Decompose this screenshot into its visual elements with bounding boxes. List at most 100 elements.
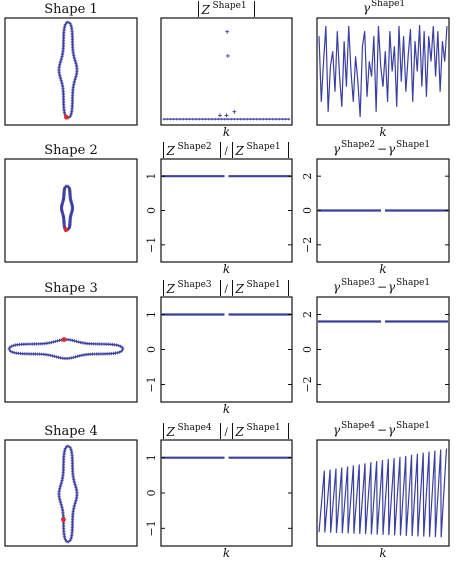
- spectrum-point: [265, 117, 268, 121]
- start-point-marker-1: [64, 114, 69, 120]
- spectrum-point: [188, 117, 191, 121]
- spectrum-point: [249, 117, 252, 121]
- magnitude-title-1: Z Shape1: [198, 1, 255, 17]
- phase-ytick-label: 0: [301, 207, 314, 214]
- start-point-marker-4: [61, 517, 66, 522]
- magnitude-title-4: Z Shape4/Z Shape1: [163, 423, 289, 439]
- phase-title-3: γ Shape3− γ Shape1: [333, 278, 430, 294]
- magnitude-title-numerator: Shape3: [178, 280, 212, 290]
- slash-symbol: /: [225, 427, 229, 438]
- spectrum-point: [181, 117, 185, 121]
- phase-ytick-label: 2: [301, 311, 314, 318]
- magnitude-ytick-label: 1: [145, 311, 158, 318]
- spectrum-point: [268, 117, 271, 121]
- phase-title-superscript-a: Shape2: [341, 140, 375, 150]
- spectrum-point: [226, 117, 230, 121]
- spectrum-point: [210, 117, 214, 121]
- z-symbol: Z: [166, 144, 176, 158]
- phase-xlabel-1: k: [379, 125, 386, 139]
- phase-title-superscript: Shape1: [371, 0, 405, 9]
- spectrum-point: [284, 117, 287, 121]
- panel-frame-r4-c1: [4, 439, 138, 547]
- shape-label-1: Shape 1: [44, 2, 97, 17]
- spectrum-point: [261, 117, 265, 121]
- magnitude-title-denominator: Shape1: [247, 423, 281, 433]
- phase-title-superscript-b: Shape1: [396, 421, 430, 431]
- magnitude-title-3: Z Shape3/Z Shape1: [163, 280, 289, 296]
- spectrum-point: [252, 117, 255, 121]
- panel-frame-r1-c1: [4, 17, 138, 126]
- panel-frame-r1-c2: [160, 17, 293, 126]
- gamma-symbol: γ: [333, 142, 341, 156]
- phase-ytick-label: 2: [301, 173, 314, 180]
- spectrum-point: [213, 117, 217, 121]
- panel-frame-r3-c3: [316, 296, 450, 403]
- magnitude-title-numerator: Shape2: [178, 142, 212, 152]
- magnitude-spectrum-1: [162, 29, 291, 121]
- spectrum-point: [191, 117, 195, 121]
- spectrum-point: [245, 117, 249, 121]
- shape-label-4: Shape 4: [44, 424, 97, 439]
- shape-outline-1: [57, 20, 79, 120]
- panel-frame-r3-c2: [160, 296, 293, 403]
- start-point-marker-3: [61, 337, 67, 342]
- spectrum-point: [242, 117, 246, 121]
- spectrum-point: [255, 117, 259, 121]
- panel-frame-r3-c1: [4, 296, 138, 403]
- z-symbol: Z: [235, 144, 245, 158]
- phase-ytick-label: −2: [301, 237, 314, 253]
- spectrum-point: [165, 117, 169, 121]
- spectrum-point: [178, 117, 182, 121]
- phase-title-superscript-a: Shape3: [341, 278, 375, 288]
- magnitude-ytick-label: 1: [145, 454, 158, 461]
- phase-sawtooth-line-4: [318, 448, 448, 538]
- magnitude-ytick-label: 1: [145, 173, 158, 180]
- magnitude-title-2: Z Shape2/Z Shape1: [163, 142, 289, 158]
- spectrum-point: [201, 117, 204, 121]
- slash-symbol: /: [225, 284, 229, 295]
- panel-frame-r4-c2: [160, 439, 293, 547]
- minus-symbol: −: [377, 423, 387, 437]
- slash-symbol: /: [225, 146, 229, 157]
- spectrum-point: [197, 117, 201, 121]
- spectrum-point: [239, 117, 243, 121]
- spectrum-point: [169, 117, 172, 121]
- spectrum-point: [274, 117, 278, 121]
- spectrum-point: [185, 117, 188, 121]
- spectrum-point: [217, 117, 220, 121]
- shape-outline-2: [59, 184, 75, 233]
- panel-frame-r4-c3: [316, 439, 450, 547]
- spectrum-point: [277, 117, 281, 121]
- phase-ytick-label: 0: [301, 346, 314, 353]
- shape-outline-4: [57, 444, 79, 544]
- phase-title-superscript-a: Shape4: [341, 421, 375, 431]
- shape-label-2: Shape 2: [44, 143, 97, 158]
- z-symbol: Z: [201, 3, 211, 17]
- spectrum-point: [271, 117, 275, 121]
- minus-symbol: −: [377, 280, 387, 294]
- phase-title-4: γ Shape4− γ Shape1: [333, 421, 430, 437]
- magnitude-ytick-label: −1: [145, 237, 158, 253]
- spectrum-point: [172, 117, 175, 121]
- magnitude-ytick-label: 0: [145, 490, 158, 497]
- panel-frame-r1-c3: [316, 17, 450, 126]
- phase-line-1: [318, 25, 448, 117]
- spectrum-outlier-4: [217, 113, 222, 118]
- magnitude-xlabel-3: k: [223, 402, 230, 416]
- magnitude-ytick-label: 0: [145, 207, 158, 214]
- spectrum-point: [258, 117, 262, 121]
- spectrum-point: [229, 117, 233, 121]
- panel-frame-r2-c1: [4, 158, 138, 263]
- gamma-symbol: γ: [363, 1, 371, 15]
- magnitude-xlabel-1: k: [223, 125, 230, 139]
- spectrum-point: [281, 117, 284, 121]
- gamma-symbol: γ: [333, 280, 341, 294]
- start-point-marker-2: [63, 227, 69, 233]
- phase-title-superscript-b: Shape1: [396, 140, 430, 150]
- spectrum-point: [204, 117, 207, 121]
- magnitude-xlabel-2: k: [223, 262, 230, 276]
- gamma-symbol: γ: [333, 423, 341, 437]
- phase-title-2: γ Shape2− γ Shape1: [333, 140, 430, 156]
- magnitude-ytick-label: 0: [145, 346, 158, 353]
